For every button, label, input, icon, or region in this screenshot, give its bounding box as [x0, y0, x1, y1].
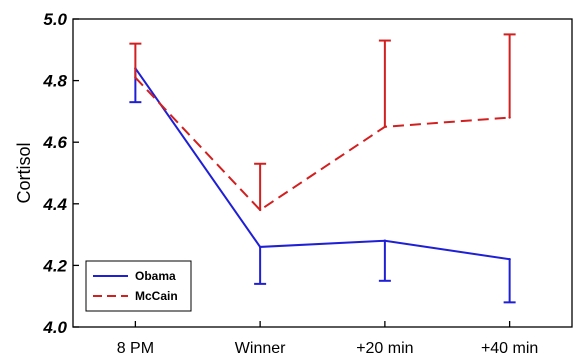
data-point — [258, 245, 262, 249]
series-obama — [129, 67, 516, 304]
data-point — [134, 76, 137, 79]
y-tick-label: 4.8 — [42, 72, 67, 91]
y-tick-label: 4.4 — [42, 195, 67, 214]
x-tick-label: 8 PM — [117, 340, 154, 357]
x-tick-label: Winner — [235, 340, 286, 357]
y-tick-label: 4.2 — [42, 256, 67, 275]
series-line — [134, 67, 510, 261]
data-point — [383, 239, 387, 242]
series-layer — [129, 33, 516, 304]
y-tick-label: 5.0 — [43, 10, 67, 29]
y-axis: 4.0 4.2 4.4 4.6 4.8 5.0 — [42, 10, 79, 337]
y-axis-title: Cortisol — [14, 142, 34, 203]
plot-border — [72, 18, 573, 328]
legend-box — [85, 260, 192, 312]
data-point — [383, 125, 387, 128]
legend-label: McCain — [135, 289, 178, 303]
data-point — [258, 208, 262, 212]
x-tick-label: +20 min — [356, 340, 413, 357]
legend: Obama McCain — [85, 260, 192, 312]
x-tick-label: +40 min — [481, 340, 538, 357]
plot-frame — [72, 18, 573, 328]
y-tick-label: 4.0 — [42, 318, 67, 337]
y-tick-label: 4.6 — [42, 133, 67, 152]
data-point — [508, 116, 511, 119]
series-line — [134, 76, 510, 212]
series-mccain — [129, 33, 516, 212]
x-axis: 8 PM Winner +20 min +40 min — [117, 321, 538, 357]
data-point — [508, 258, 511, 261]
legend-label: Obama — [135, 269, 176, 283]
